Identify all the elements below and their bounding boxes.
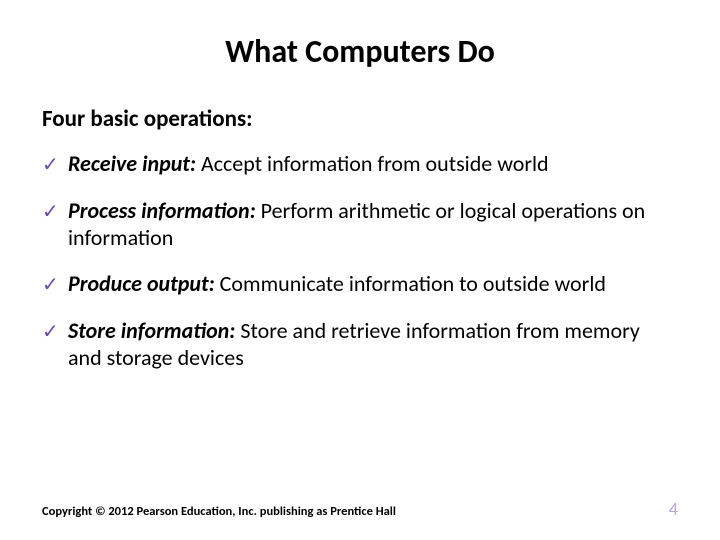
page-number: 4	[669, 498, 678, 520]
slide-footer: Copyright © 2012 Pearson Education, Inc.…	[42, 498, 678, 520]
copyright-text: Copyright © 2012 Pearson Education, Inc.…	[42, 504, 396, 519]
bullet-desc: Accept information from outside world	[196, 150, 549, 177]
bullet-term: Receive input:	[68, 150, 196, 177]
list-item: ✓ Produce output: Communicate informatio…	[42, 271, 678, 298]
bullet-desc: Communicate information to outside world	[215, 270, 606, 297]
bullet-term: Produce output:	[68, 270, 215, 297]
check-icon: ✓	[42, 320, 59, 344]
list-item: ✓ Receive input: Accept information from…	[42, 151, 678, 178]
slide-title: What Computers Do	[42, 32, 678, 71]
bullet-list: ✓ Receive input: Accept information from…	[42, 151, 678, 372]
list-item: ✓ Process information: Perform arithmeti…	[42, 198, 678, 252]
slide-subtitle: Four basic operations:	[42, 105, 678, 133]
bullet-term: Store information:	[68, 317, 235, 344]
bullet-term: Process information:	[68, 197, 256, 224]
check-icon: ✓	[42, 200, 59, 224]
list-item: ✓ Store information: Store and retrieve …	[42, 318, 678, 372]
slide-container: What Computers Do Four basic operations:…	[0, 0, 720, 540]
check-icon: ✓	[42, 153, 59, 177]
check-icon: ✓	[42, 273, 59, 297]
